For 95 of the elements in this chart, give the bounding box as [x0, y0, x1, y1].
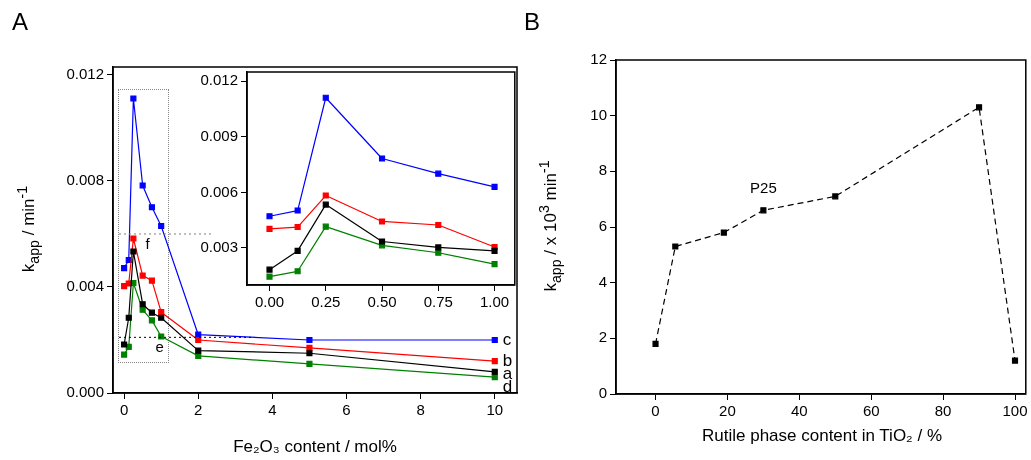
point [148, 277, 155, 284]
x-tick-label: 0.50 [367, 293, 397, 311]
point [322, 223, 329, 230]
point [139, 272, 146, 279]
point [306, 360, 313, 367]
point [435, 221, 442, 229]
point [266, 266, 273, 273]
point [760, 207, 767, 214]
y-tick-label: 0 [598, 384, 607, 402]
y-tick-label: 0.009 [200, 126, 238, 144]
point [378, 238, 386, 245]
y-tick-label: 2 [598, 328, 607, 346]
point [121, 341, 128, 348]
point [121, 265, 128, 272]
y-tick-label: 0.004 [66, 277, 104, 295]
point [158, 222, 165, 230]
y-tick-label: 4 [598, 272, 607, 290]
point [322, 201, 329, 208]
point [306, 344, 313, 352]
point [306, 336, 313, 344]
point [148, 317, 155, 324]
point [158, 333, 165, 340]
point [130, 235, 137, 242]
point [195, 336, 202, 344]
point [491, 368, 498, 375]
point [306, 350, 313, 357]
y-tick-label: 0.006 [200, 182, 238, 200]
x-tick-label: 1.00 [479, 293, 510, 311]
x-tick-label: 0.00 [254, 293, 285, 311]
point [139, 182, 146, 189]
point [435, 170, 442, 177]
y-tick-label: 0.000 [66, 383, 104, 401]
point [294, 207, 301, 214]
point [125, 314, 132, 321]
point [491, 336, 498, 344]
x-tick-label: 100 [1002, 402, 1028, 420]
point [672, 243, 679, 250]
point [491, 261, 498, 268]
point [491, 183, 498, 190]
ref-line-label: e [155, 337, 164, 355]
x-tick-label: 0.75 [423, 293, 453, 311]
y-tick-label: 8 [598, 161, 607, 179]
point [294, 223, 301, 231]
point [975, 104, 983, 111]
point [148, 309, 155, 316]
y-tick-label: 0.012 [66, 65, 104, 83]
chart-title: B [524, 8, 541, 36]
y-tick-label: 6 [598, 217, 607, 235]
point [322, 192, 329, 199]
point [158, 309, 165, 316]
point [491, 247, 498, 254]
point [720, 229, 727, 236]
y-tick-label: 0.003 [200, 238, 238, 256]
x-tick-label: 20 [719, 402, 736, 420]
point [832, 193, 839, 200]
point [322, 94, 329, 101]
point [294, 247, 301, 254]
x-tick-label: 6 [342, 401, 351, 419]
point [158, 314, 165, 321]
point [121, 351, 128, 358]
x-tick-label: 4 [268, 401, 277, 419]
point [130, 95, 137, 102]
x-tick-label: 10 [486, 401, 504, 419]
x-tick-label: 0.25 [311, 293, 341, 311]
x-axis-title: Rutile phase content in TiO₂ / % [701, 426, 943, 446]
point [139, 301, 146, 308]
point [148, 204, 155, 211]
x-tick-label: 0 [651, 402, 660, 420]
x-tick-label: 0 [119, 401, 129, 419]
chart-title: A [12, 8, 29, 36]
x-tick-label: 80 [934, 402, 952, 420]
x-tick-label: 60 [862, 402, 880, 420]
x-axis-title: Fe₂O₃ content / mol% [233, 437, 397, 457]
y-tick-label: 10 [590, 105, 607, 123]
point [266, 213, 273, 220]
point [266, 225, 273, 232]
y-tick-label: 0.012 [200, 71, 238, 89]
point [435, 244, 442, 251]
annotation: P25 [750, 178, 777, 196]
point [1011, 357, 1019, 364]
point [378, 218, 386, 225]
x-tick-label: 40 [790, 402, 808, 420]
point [130, 248, 137, 255]
y-tick-label: 12 [590, 50, 607, 68]
point [139, 306, 146, 313]
point [266, 273, 273, 280]
ref-line-label: f [145, 234, 151, 252]
point [652, 340, 659, 347]
series-label: c [502, 329, 512, 349]
y-tick-label: 0.008 [66, 171, 104, 189]
point [378, 155, 386, 162]
point [195, 347, 202, 354]
point [294, 268, 301, 275]
x-tick-label: 8 [416, 401, 425, 419]
point [491, 358, 498, 365]
